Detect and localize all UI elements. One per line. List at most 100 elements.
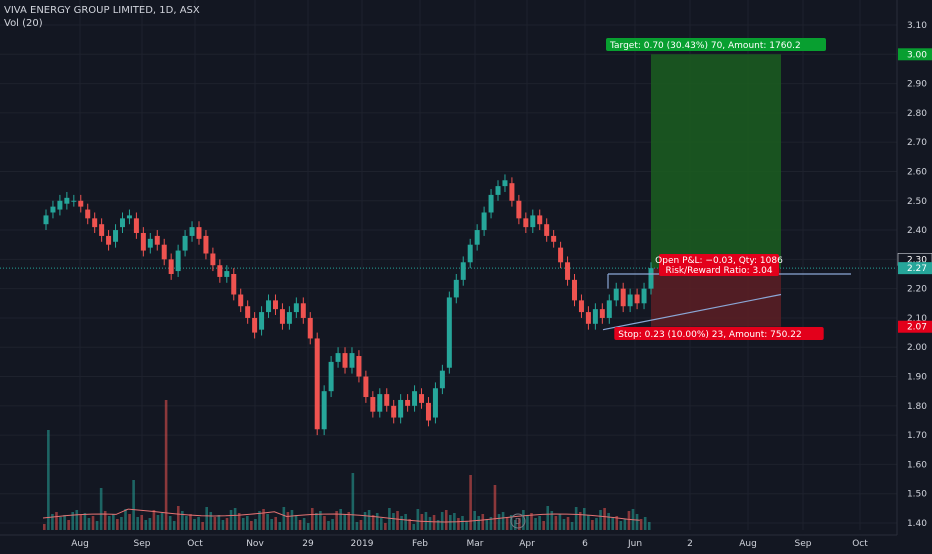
candle-body <box>405 399 411 406</box>
volume-bar <box>526 515 529 530</box>
volume-bar <box>607 513 610 530</box>
candle-body <box>585 312 591 324</box>
candle-body <box>217 265 223 277</box>
time-tick-label: Sep <box>134 539 151 549</box>
volume-bar <box>339 509 342 530</box>
candle-body <box>161 244 167 260</box>
volume-bar <box>229 510 233 530</box>
volume-bar <box>367 510 371 530</box>
candle-body <box>432 388 438 418</box>
candle-body <box>300 303 306 318</box>
candle-body <box>314 338 320 430</box>
price-tick-label: 2.40 <box>907 226 927 236</box>
volume-bar <box>534 518 537 530</box>
candle-body <box>64 197 70 204</box>
time-tick-label: Mar <box>467 539 484 549</box>
target-label: Target: 0.70 (30.43%) 70, Amount: 1760.2 <box>606 38 826 51</box>
volume-bar <box>315 513 318 530</box>
volume-bar <box>209 512 213 530</box>
candle-body <box>189 227 195 236</box>
volume-bar <box>327 521 330 530</box>
candle-body <box>592 309 598 324</box>
candle-body <box>551 235 557 242</box>
volume-bar <box>449 515 452 530</box>
candle-body <box>384 394 390 406</box>
candle-body <box>43 215 49 225</box>
stop-label-text: Stop: 0.23 (10.00%) 23, Amount: 750.22 <box>618 330 801 340</box>
candle-body <box>259 312 265 330</box>
candle-body <box>210 253 216 266</box>
price-tick-label: 2.90 <box>907 80 927 90</box>
price-axis-bg <box>897 0 932 550</box>
volume-bar <box>371 515 375 530</box>
volume-bar <box>213 517 217 530</box>
volume-bar <box>436 520 440 530</box>
volume-bar <box>83 513 87 530</box>
volume-bar <box>63 515 66 530</box>
volume-bar <box>465 521 468 530</box>
volume-bar <box>355 522 359 530</box>
volume-bar <box>59 517 62 530</box>
candle-body <box>147 238 153 248</box>
volume-bar <box>246 516 249 530</box>
time-tick-label: 6 <box>582 539 588 549</box>
volume-bar <box>396 511 399 530</box>
volume-bar <box>254 519 257 530</box>
candle-body <box>523 218 529 228</box>
candle-body <box>474 230 480 245</box>
price-tick-label: 1.70 <box>907 431 927 441</box>
volume-bar <box>107 516 111 530</box>
stop-label-bg <box>614 327 824 340</box>
candle-body <box>398 399 404 418</box>
volume-bar <box>416 509 420 530</box>
volume-bar <box>550 511 554 530</box>
candle-body <box>648 268 654 289</box>
dividend-marker-text: D <box>515 517 521 526</box>
volume-bar <box>47 430 50 530</box>
time-tick-label: Sep <box>795 539 812 549</box>
volume-bar <box>574 507 578 530</box>
candle-body <box>502 180 508 187</box>
candle-body <box>391 405 397 418</box>
volume-bar <box>79 515 83 530</box>
candle-body <box>113 230 119 242</box>
candle-body <box>203 235 209 254</box>
volume-bar <box>99 488 103 530</box>
candle-body <box>460 262 466 280</box>
time-tick-label: Oct <box>187 539 203 549</box>
time-tick-label: Aug <box>71 539 89 549</box>
price-tick-label: 2.60 <box>907 167 927 177</box>
volume-bar <box>566 517 570 530</box>
price-tick-label: 2.10 <box>907 314 927 324</box>
candle-body <box>78 200 84 207</box>
price-tick-label: 3.10 <box>907 21 927 31</box>
volume-bar <box>132 480 135 530</box>
volume-bar <box>497 514 501 530</box>
price-tick-label: 1.90 <box>907 373 927 383</box>
volume-bar <box>481 514 485 530</box>
candle-body <box>613 288 619 301</box>
volume-bar <box>408 519 411 530</box>
volume-bar <box>375 513 379 530</box>
candle-body <box>446 297 452 368</box>
target-label-text: Target: 0.70 (30.43%) 70, Amount: 1760.2 <box>609 41 801 51</box>
volume-bar <box>164 400 168 530</box>
volume-bar <box>172 521 176 530</box>
volume-bar <box>570 522 574 530</box>
axis-badge-text: 3.00 <box>907 50 927 60</box>
volume-bar <box>266 514 269 530</box>
candle-body <box>606 300 612 318</box>
volume-bar <box>615 516 619 530</box>
time-tick-label: Nov <box>246 539 264 549</box>
volume-bar <box>404 514 407 530</box>
candle-body <box>544 224 550 236</box>
candle-body <box>279 309 285 324</box>
volume-bar <box>379 518 383 530</box>
candle-body <box>133 218 139 233</box>
volume-bar <box>124 509 127 530</box>
volume-bar <box>384 523 387 530</box>
volume-bar <box>363 512 367 530</box>
time-tick-label: Oct <box>852 539 868 549</box>
time-axis-bg <box>0 535 932 550</box>
